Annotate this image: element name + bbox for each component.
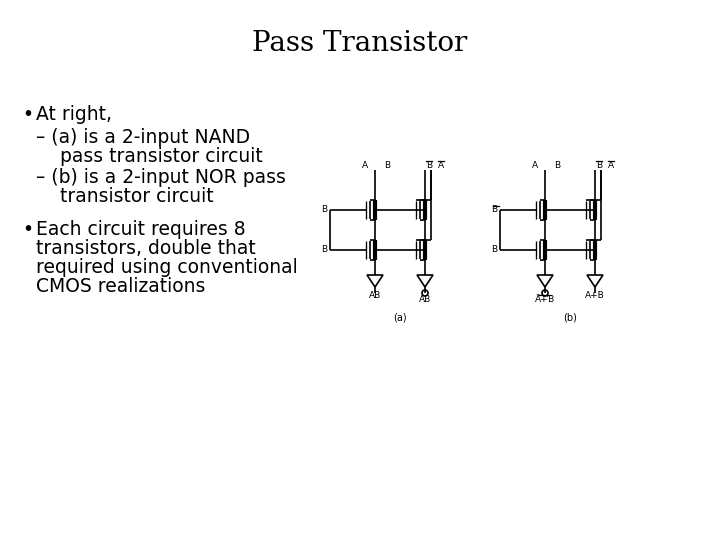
Text: Pass Transistor: Pass Transistor <box>253 30 467 57</box>
Text: •: • <box>22 220 33 239</box>
Text: •: • <box>22 105 33 124</box>
Text: transistor circuit: transistor circuit <box>36 187 214 206</box>
Text: B: B <box>384 160 390 170</box>
Text: B: B <box>491 246 497 254</box>
Text: CMOS realizations: CMOS realizations <box>36 277 205 296</box>
Text: B: B <box>596 160 602 170</box>
Text: (b): (b) <box>563 312 577 322</box>
Text: Ā+Ɓ: Ā+Ɓ <box>535 295 555 305</box>
Text: Each circuit requires 8: Each circuit requires 8 <box>36 220 246 239</box>
Text: B: B <box>491 206 497 214</box>
Text: At right,: At right, <box>36 105 112 124</box>
Text: A: A <box>608 160 614 170</box>
Text: pass transistor circuit: pass transistor circuit <box>36 147 263 166</box>
Text: A: A <box>362 160 368 170</box>
Text: A+B: A+B <box>585 292 605 300</box>
Text: A: A <box>438 160 444 170</box>
Text: – (a) is a 2-input NAND: – (a) is a 2-input NAND <box>36 128 250 147</box>
Text: AB: AB <box>419 295 431 305</box>
Text: – (b) is a 2-input NOR pass: – (b) is a 2-input NOR pass <box>36 168 286 187</box>
Text: B: B <box>321 246 327 254</box>
Text: B: B <box>426 160 432 170</box>
Text: B: B <box>554 160 560 170</box>
Text: AB: AB <box>369 292 381 300</box>
Text: A: A <box>532 160 538 170</box>
Text: (a): (a) <box>393 312 407 322</box>
Text: required using conventional: required using conventional <box>36 258 298 277</box>
Text: B: B <box>321 206 327 214</box>
Text: transistors, double that: transistors, double that <box>36 239 256 258</box>
